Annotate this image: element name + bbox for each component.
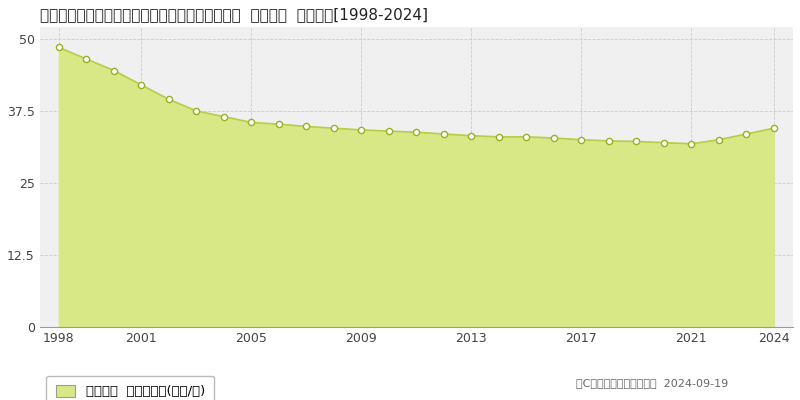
Point xyxy=(767,125,780,132)
Point xyxy=(575,136,588,143)
Point xyxy=(493,134,506,140)
Point xyxy=(218,114,230,120)
Text: 愛知県知多郡東浦町大字藤江字大坪１５番１０外  公示地価  地価推移[1998-2024]: 愛知県知多郡東浦町大字藤江字大坪１５番１０外 公示地価 地価推移[1998-20… xyxy=(40,7,428,22)
Point xyxy=(53,44,66,51)
Point xyxy=(245,119,258,126)
Point xyxy=(273,121,286,127)
Point xyxy=(547,135,560,141)
Point xyxy=(630,138,642,145)
Point xyxy=(190,108,203,114)
Point xyxy=(602,138,615,144)
Point xyxy=(80,56,93,62)
Point xyxy=(135,82,148,88)
Point xyxy=(300,123,313,130)
Point xyxy=(410,129,422,136)
Point xyxy=(355,127,368,133)
Point xyxy=(740,131,753,137)
Legend: 公示地価  平均坪単価(万円/坪): 公示地価 平均坪単価(万円/坪) xyxy=(46,376,214,400)
Point xyxy=(382,128,395,134)
Text: （C）土地価格ドットコム  2024-09-19: （C）土地価格ドットコム 2024-09-19 xyxy=(576,378,728,388)
Point xyxy=(465,132,478,139)
Point xyxy=(713,136,726,143)
Point xyxy=(327,125,340,132)
Point xyxy=(107,67,120,74)
Point xyxy=(520,134,533,140)
Point xyxy=(658,140,670,146)
Point xyxy=(685,140,698,147)
Point xyxy=(162,96,175,102)
Point xyxy=(438,131,450,137)
